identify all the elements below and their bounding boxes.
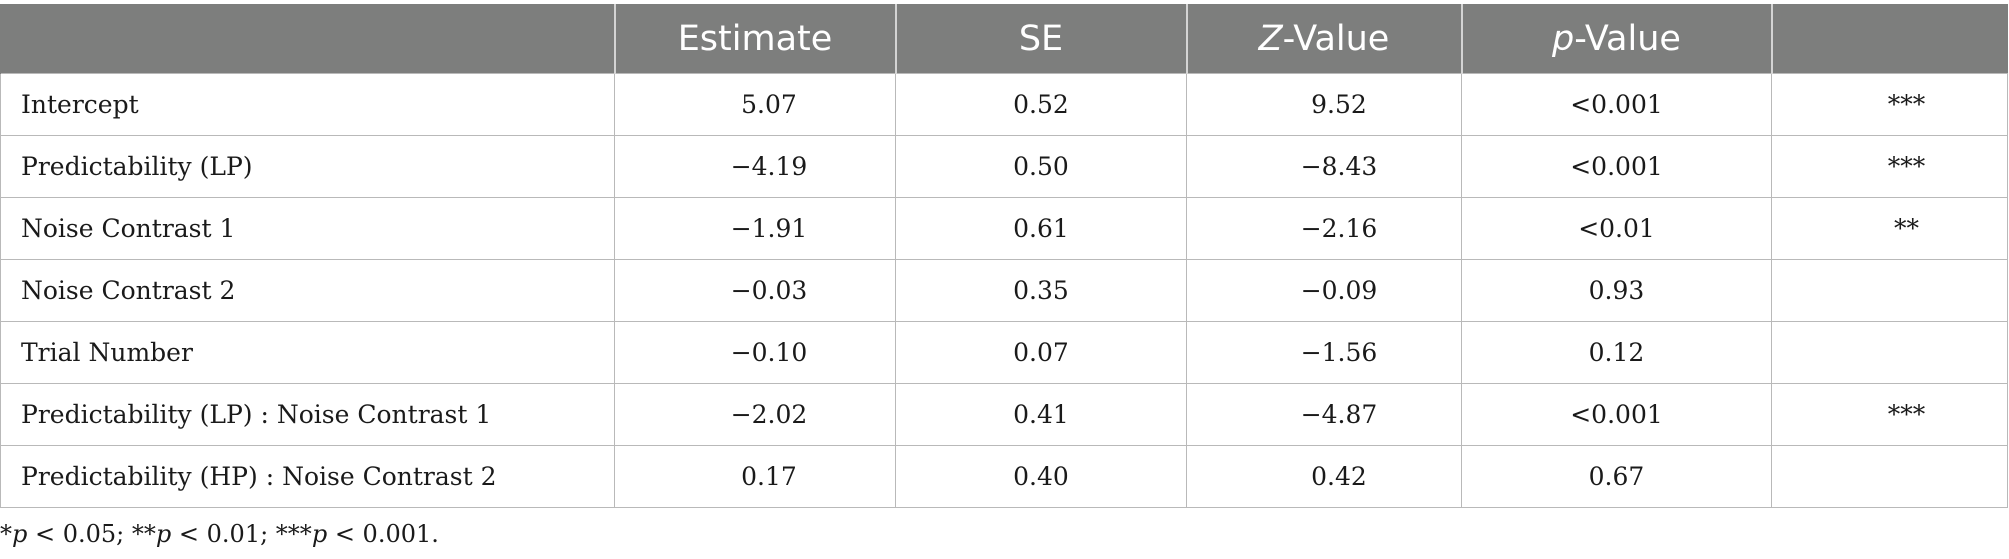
cell-z-value: 9.52 [1186, 73, 1462, 136]
cell-se: 0.61 [895, 197, 1187, 260]
cell-se: 0.52 [895, 73, 1187, 136]
row-label: Noise Contrast 2 [0, 259, 615, 322]
row-label: Noise Contrast 1 [0, 197, 615, 260]
cell-p-value: <0.001 [1461, 383, 1772, 446]
table-row: Predictability (LP) −4.19 0.50 −8.43 <0.… [0, 135, 2008, 198]
cell-se: 0.35 [895, 259, 1187, 322]
cell-estimate: −1.91 [614, 197, 896, 260]
footnote-text-2: < 0.01; *** [171, 520, 312, 548]
footnote-text-1: < 0.05; ** [27, 520, 156, 548]
cell-estimate: −4.19 [614, 135, 896, 198]
cell-estimate: −0.10 [614, 321, 896, 384]
table-row: Noise Contrast 1 −1.91 0.61 −2.16 <0.01 … [0, 197, 2008, 260]
header-se: SE [894, 4, 1187, 74]
row-label: Predictability (LP) [0, 135, 615, 198]
table-footnote: *p < 0.05; **p < 0.01; ***p < 0.001. [0, 520, 439, 548]
row-label: Predictability (HP) : Noise Contrast 2 [0, 445, 615, 508]
cell-z-value: −2.16 [1186, 197, 1462, 260]
cell-z-value: −4.87 [1186, 383, 1462, 446]
cell-significance [1771, 259, 2008, 322]
cell-significance: *** [1771, 73, 2008, 136]
row-label: Trial Number [0, 321, 615, 384]
cell-p-value: 0.93 [1461, 259, 1772, 322]
cell-p-value: <0.001 [1461, 73, 1772, 136]
cell-z-value: −1.56 [1186, 321, 1462, 384]
cell-p-value: <0.001 [1461, 135, 1772, 198]
footnote-p-3: p [311, 520, 328, 548]
regression-results-table: Estimate SE Z-Value p-Value Intercept 5.… [0, 4, 2008, 508]
cell-se: 0.40 [895, 445, 1187, 508]
results-table-container: Estimate SE Z-Value p-Value Intercept 5.… [0, 4, 2008, 508]
cell-estimate: −2.02 [614, 383, 896, 446]
cell-p-value: 0.12 [1461, 321, 1772, 384]
table-row: Predictability (HP) : Noise Contrast 2 0… [0, 445, 2008, 508]
table-row: Intercept 5.07 0.52 9.52 <0.001 *** [0, 73, 2008, 136]
header-p-symbol: p [1552, 19, 1575, 59]
cell-significance: *** [1771, 383, 2008, 446]
cell-se: 0.07 [895, 321, 1187, 384]
cell-p-value: <0.01 [1461, 197, 1772, 260]
header-estimate: Estimate [613, 4, 896, 74]
cell-significance [1771, 321, 2008, 384]
table-row: Predictability (LP) : Noise Contrast 1 −… [0, 383, 2008, 446]
footnote-p-2: p [155, 520, 172, 548]
cell-significance [1771, 445, 2008, 508]
footnote-p-1: p [12, 520, 28, 548]
header-p-suffix: -Value [1574, 19, 1681, 59]
header-z-value: Z-Value [1185, 4, 1462, 74]
header-z-suffix: -Value [1282, 19, 1390, 59]
header-z-symbol: Z [1258, 19, 1283, 59]
row-label: Intercept [0, 73, 615, 136]
table-row: Trial Number −0.10 0.07 −1.56 0.12 [0, 321, 2008, 384]
cell-se: 0.50 [895, 135, 1187, 198]
cell-z-value: −8.43 [1186, 135, 1462, 198]
cell-z-value: −0.09 [1186, 259, 1462, 322]
header-p-value: p-Value [1460, 4, 1772, 74]
footnote-star-1: * [0, 520, 12, 548]
cell-significance: *** [1771, 135, 2008, 198]
cell-estimate: 5.07 [614, 73, 896, 136]
table-row: Noise Contrast 2 −0.03 0.35 −0.09 0.93 [0, 259, 2008, 322]
cell-estimate: 0.17 [614, 445, 896, 508]
row-label: Predictability (LP) : Noise Contrast 1 [0, 383, 615, 446]
cell-z-value: 0.42 [1186, 445, 1462, 508]
footnote-text-3: < 0.001. [327, 520, 439, 548]
header-label [0, 4, 615, 74]
header-row: Estimate SE Z-Value p-Value [0, 4, 2008, 74]
cell-estimate: −0.03 [614, 259, 896, 322]
cell-p-value: 0.67 [1461, 445, 1772, 508]
cell-significance: ** [1771, 197, 2008, 260]
header-significance [1770, 4, 2008, 74]
cell-se: 0.41 [895, 383, 1187, 446]
